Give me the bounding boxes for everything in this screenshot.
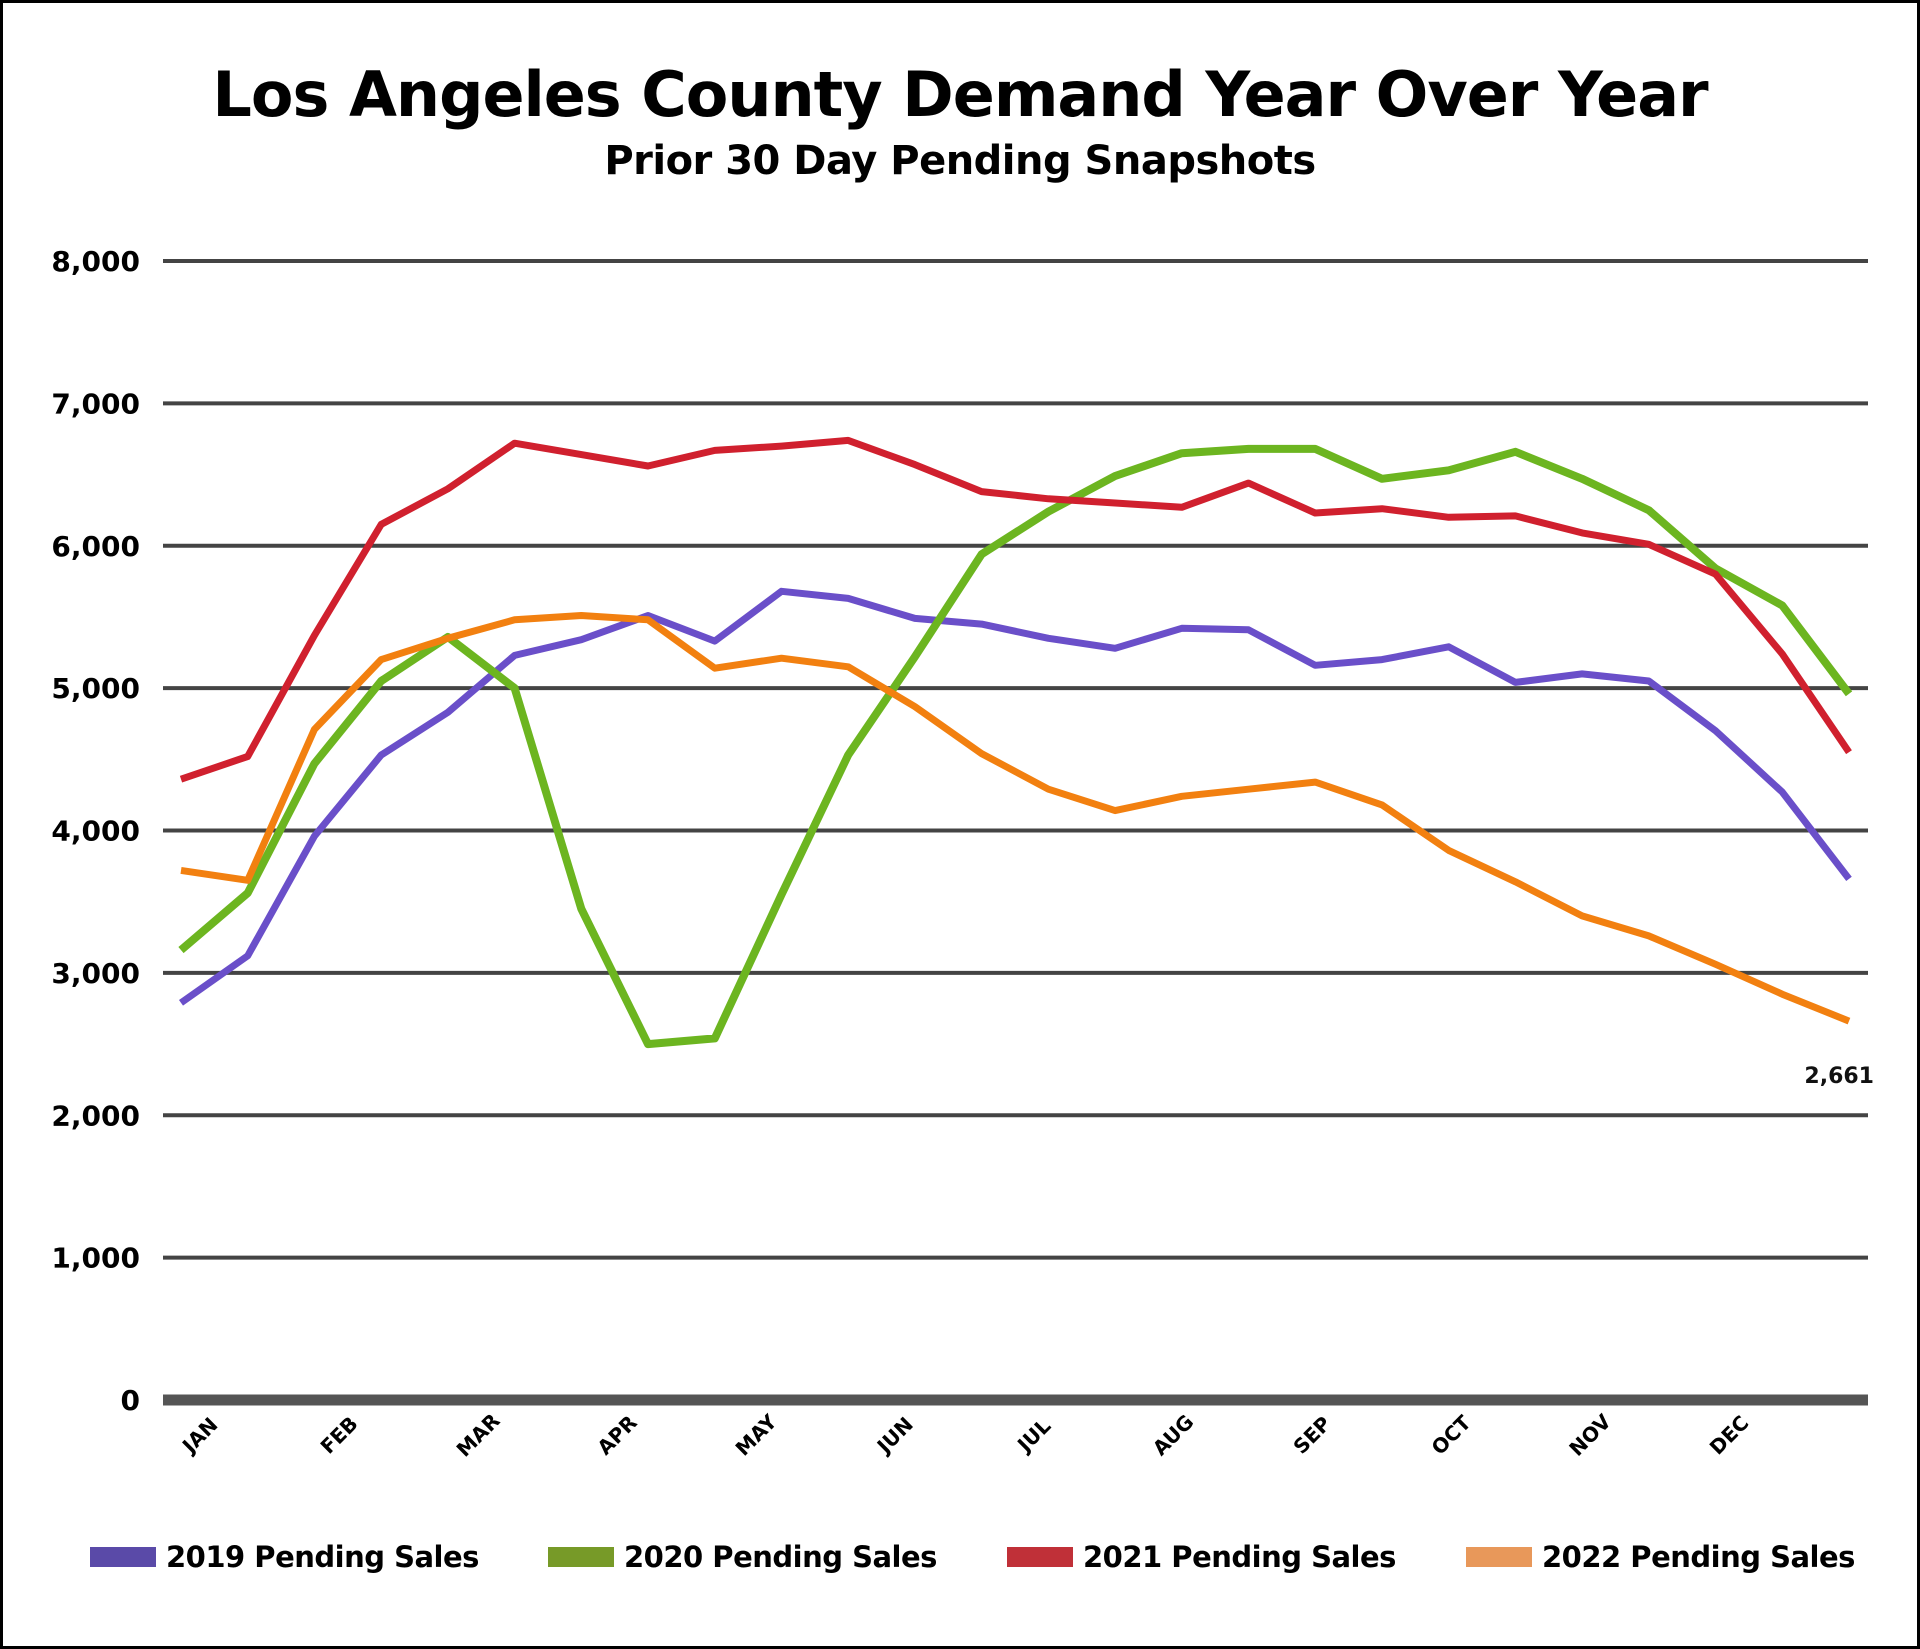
y-tick-label: 4,000 (51, 815, 140, 848)
legend-label: 2019 Pending Sales (166, 1540, 479, 1574)
x-tick-label: DEC (1705, 1411, 1754, 1460)
series-line-2021 (179, 436, 1852, 783)
y-tick-label: 3,000 (51, 957, 140, 990)
legend-label: 2020 Pending Sales (624, 1540, 937, 1574)
y-tick-label: 0 (121, 1384, 140, 1417)
legend-item-2019[interactable]: 2019 Pending Sales (90, 1540, 479, 1574)
legend-swatch-2020 (548, 1547, 614, 1567)
x-tick-label: JUN (871, 1412, 918, 1459)
x-tick-label: MAR (452, 1409, 505, 1462)
x-tick-label: JAN (176, 1413, 222, 1459)
series-lines (178, 436, 1853, 1049)
legend-item-2021[interactable]: 2021 Pending Sales (1007, 1540, 1396, 1574)
legend-label: 2021 Pending Sales (1083, 1540, 1396, 1574)
line-chart: 0 1,000 2,000 3,000 4,000 5,000 6,000 7,000 8,00… (51, 245, 1874, 1462)
x-axis-labels: JAN FEB MAR APR MAY JUN JUL AUG SEP OCT NOV DEC (176, 1409, 1753, 1462)
series-line-2020 (178, 444, 1853, 1049)
legend: 2019 Pending Sales 2020 Pending Sales 20… (0, 1540, 1920, 1580)
x-tick-label: OCT (1427, 1410, 1476, 1459)
y-tick-label: 6,000 (51, 530, 140, 563)
y-tick-label: 5,000 (51, 672, 140, 705)
y-tick-label: 2,000 (51, 1099, 140, 1132)
legend-label: 2022 Pending Sales (1542, 1540, 1855, 1574)
y-tick-label: 8,000 (51, 245, 140, 278)
x-tick-label: AUG (1148, 1410, 1199, 1461)
chart-subtitle: Prior 30 Day Pending Snapshots (604, 138, 1316, 184)
annotations: 2,661 (1804, 1064, 1874, 1089)
x-tick-label: FEB (316, 1412, 363, 1459)
y-tick-label: 1,000 (51, 1242, 140, 1275)
gridlines (163, 259, 1868, 1406)
chart-title: Los Angeles County Demand Year Over Year (212, 58, 1708, 131)
x-tick-label: SEP (1288, 1411, 1335, 1458)
x-tick-label: MAY (731, 1409, 782, 1460)
x-tick-label: JUL (1011, 1414, 1055, 1458)
y-axis-labels: 0 1,000 2,000 3,000 4,000 5,000 6,000 7,000 8,00… (51, 245, 140, 1417)
y-tick-label: 7,000 (51, 387, 140, 420)
legend-item-2020[interactable]: 2020 Pending Sales (548, 1540, 937, 1574)
x-tick-label: APR (592, 1410, 641, 1459)
data-label: 2,661 (1804, 1064, 1874, 1089)
x-tick-label: NOV (1564, 1409, 1616, 1461)
series-line-2019 (178, 587, 1852, 1006)
legend-swatch-2022 (1466, 1547, 1532, 1567)
legend-swatch-2021 (1007, 1547, 1073, 1567)
legend-swatch-2019 (90, 1547, 156, 1567)
series-line-2022 (180, 612, 1851, 1025)
legend-item-2022[interactable]: 2022 Pending Sales (1466, 1540, 1855, 1574)
